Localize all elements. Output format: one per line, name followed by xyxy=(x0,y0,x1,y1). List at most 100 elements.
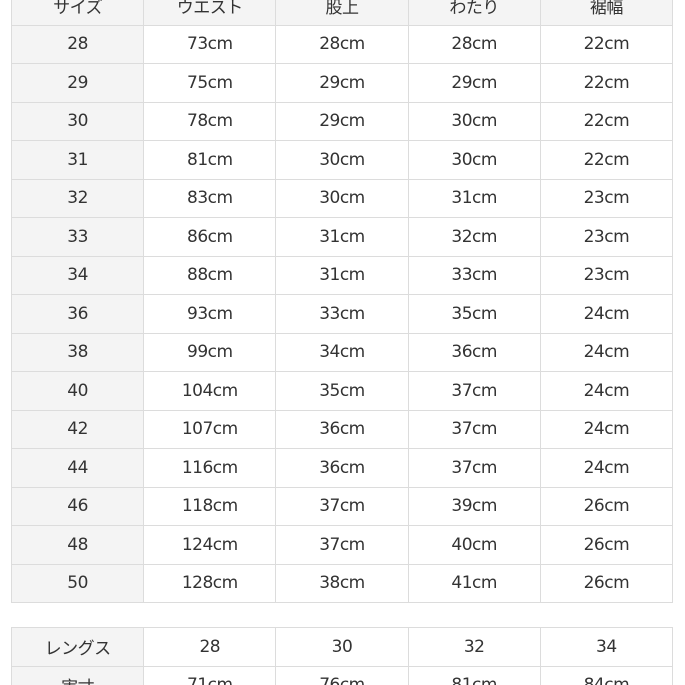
table-cell: 31cm xyxy=(407,178,541,218)
table-row: 44 116cm 36cm 37cm 24cm xyxy=(10,448,674,488)
table-row: 48 124cm 37cm 40cm 26cm xyxy=(10,525,674,565)
table-cell: 88cm xyxy=(143,255,277,295)
row-label-cell: 34 xyxy=(10,255,145,295)
table-row: 42 107cm 36cm 37cm 24cm xyxy=(10,409,674,449)
length-table: レングス28303234実寸71cm76cm81cm84cm xyxy=(10,627,674,685)
row-label-cell: レングス xyxy=(10,627,145,667)
row-label-cell: 48 xyxy=(10,525,145,565)
table-cell: 116cm xyxy=(143,448,277,488)
row-label-cell: 40 xyxy=(10,371,145,411)
table-row: 33 86cm 31cm 32cm 23cm xyxy=(10,217,674,257)
table-cell: 37cm xyxy=(407,448,541,488)
table-cell: 22cm xyxy=(539,140,674,180)
row-label-cell: 30 xyxy=(10,101,145,141)
row-label-cell: 33 xyxy=(10,217,145,257)
table-row: レングス 28 30 32 34 xyxy=(10,627,674,667)
table-cell: 37cm xyxy=(275,525,409,565)
table-cell: 28cm xyxy=(407,24,541,64)
table-cell: 24cm xyxy=(539,371,674,411)
table-cell: 22cm xyxy=(539,63,674,103)
table-cell: 26cm xyxy=(539,563,674,603)
table-cell: 36cm xyxy=(407,332,541,372)
table-cell: 75cm xyxy=(143,63,277,103)
table-cell: 37cm xyxy=(275,486,409,526)
table-cell: 81cm xyxy=(143,140,277,180)
table-cell: 35cm xyxy=(275,371,409,411)
table-row: 29 75cm 29cm 29cm 22cm xyxy=(10,63,674,103)
table-cell: 83cm xyxy=(143,178,277,218)
table-cell: 31cm xyxy=(275,217,409,257)
row-label-cell: 32 xyxy=(10,178,145,218)
table-cell: 24cm xyxy=(539,448,674,488)
table-cell: 23cm xyxy=(539,217,674,257)
row-label-cell: 38 xyxy=(10,332,145,372)
table-row: 実寸71cm76cm81cm84cm xyxy=(10,665,674,685)
table-cell: 24cm xyxy=(539,409,674,449)
table-row: 46 118cm 37cm 39cm 26cm xyxy=(10,486,674,526)
table-cell: 36cm xyxy=(275,448,409,488)
table-cell: 93cm xyxy=(143,294,277,334)
table-cell: 34 xyxy=(539,627,674,667)
table-cell: 32 xyxy=(407,627,541,667)
table-cell: 30cm xyxy=(275,140,409,180)
row-label-cell: 実寸 xyxy=(10,665,145,685)
table-cell: 86cm xyxy=(143,217,277,257)
table-cell: 30cm xyxy=(275,178,409,218)
table-row: 40 104cm 35cm 37cm 24cm xyxy=(10,371,674,411)
table-cell: 24cm xyxy=(539,294,674,334)
row-label-cell: 31 xyxy=(10,140,145,180)
table-cell: 128cm xyxy=(143,563,277,603)
table-cell: 78cm xyxy=(143,101,277,141)
row-label-cell: 36 xyxy=(10,294,145,334)
column-header: 股上 xyxy=(275,0,409,26)
table-cell: 32cm xyxy=(407,217,541,257)
row-label-cell: 29 xyxy=(10,63,145,103)
column-header: ウエスト xyxy=(143,0,277,26)
table-row: 30 78cm 29cm 30cm 22cm xyxy=(10,101,674,141)
table-cell: 38cm xyxy=(275,563,409,603)
table-cell: 29cm xyxy=(407,63,541,103)
size-table: サイズ ウエスト 股上 わたり 裾幅 28 73cm 28cm 28cm 22cm 29 75cm 2… xyxy=(10,0,674,603)
table-cell: 76cm xyxy=(275,665,409,685)
table-cell: 34cm xyxy=(275,332,409,372)
table-cell: 36cm xyxy=(275,409,409,449)
table-cell: 37cm xyxy=(407,409,541,449)
size-table-header: サイズ ウエスト 股上 わたり 裾幅 xyxy=(10,0,674,26)
table-row: 32 83cm 30cm 31cm 23cm xyxy=(10,178,674,218)
table-cell: 84cm xyxy=(539,665,674,685)
table-cell: 30cm xyxy=(407,101,541,141)
table-cell: 41cm xyxy=(407,563,541,603)
table-cell: 23cm xyxy=(539,255,674,295)
row-label-cell: 44 xyxy=(10,448,145,488)
table-row: 50 128cm 38cm 41cm 26cm xyxy=(10,563,674,603)
table-cell: 26cm xyxy=(539,525,674,565)
table-cell: 35cm xyxy=(407,294,541,334)
table-cell: 73cm xyxy=(143,24,277,64)
row-label-cell: 28 xyxy=(10,24,145,64)
table-row: 38 99cm 34cm 36cm 24cm xyxy=(10,332,674,372)
table-row: 34 88cm 31cm 33cm 23cm xyxy=(10,255,674,295)
column-header: 裾幅 xyxy=(539,0,674,26)
table-cell: 28cm xyxy=(275,24,409,64)
table-cell: 107cm xyxy=(143,409,277,449)
table-cell: 71cm xyxy=(143,665,277,685)
table-cell: 30cm xyxy=(407,140,541,180)
table-cell: 22cm xyxy=(539,101,674,141)
table-cell: 30 xyxy=(275,627,409,667)
table-cell: 31cm xyxy=(275,255,409,295)
table-cell: 124cm xyxy=(143,525,277,565)
table-cell: 37cm xyxy=(407,371,541,411)
row-label-cell: 46 xyxy=(10,486,145,526)
table-cell: 40cm xyxy=(407,525,541,565)
table-cell: 39cm xyxy=(407,486,541,526)
table-cell: 22cm xyxy=(539,24,674,64)
column-header: サイズ xyxy=(10,0,145,26)
table-cell: 24cm xyxy=(539,332,674,372)
table-cell: 28 xyxy=(143,627,277,667)
table-cell: 81cm xyxy=(407,665,541,685)
table-cell: 104cm xyxy=(143,371,277,411)
table-cell: 118cm xyxy=(143,486,277,526)
table-cell: 23cm xyxy=(539,178,674,218)
table-cell: 99cm xyxy=(143,332,277,372)
table-cell: 33cm xyxy=(275,294,409,334)
